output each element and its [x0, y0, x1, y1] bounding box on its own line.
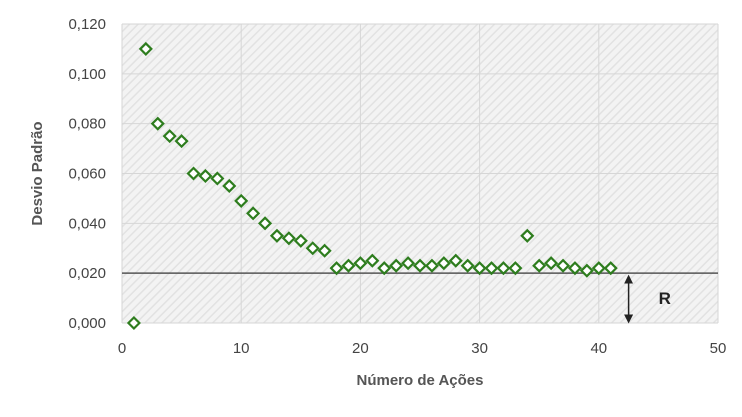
data-point — [412, 258, 428, 273]
annotation-label: R — [659, 289, 671, 308]
x-tick-label: 10 — [233, 340, 250, 357]
data-point — [508, 261, 523, 276]
data-point — [377, 261, 392, 276]
data-point — [579, 263, 594, 278]
data-point — [329, 261, 344, 276]
data-point — [424, 258, 439, 273]
data-point — [269, 228, 285, 243]
data-point — [305, 241, 320, 256]
x-tick-label: 0 — [118, 340, 126, 357]
data-point — [353, 256, 368, 271]
data-point — [257, 216, 273, 231]
data-point — [448, 253, 463, 268]
data-point — [567, 261, 583, 276]
data-point — [162, 129, 177, 144]
x-tick-label: 40 — [590, 340, 607, 357]
data-point — [174, 134, 189, 149]
data-point — [472, 261, 487, 276]
data-point — [234, 193, 249, 208]
y-tick-label: 0,000 — [68, 315, 106, 332]
y-tick-labels: 0,000 0,020 0,040 0,060 0,080 0,100 0,120 — [68, 16, 106, 332]
data-point — [603, 261, 618, 276]
data-point — [591, 261, 606, 276]
data-point — [532, 258, 547, 273]
data-point — [401, 256, 416, 271]
data-point — [186, 166, 201, 181]
x-axis-title: Número de Ações — [357, 372, 484, 389]
x-tick-labels: 0 10 20 30 40 50 — [118, 340, 727, 357]
y-tick-label: 0,020 — [68, 265, 106, 282]
data-point — [555, 258, 571, 273]
data-point — [126, 315, 141, 331]
data-point — [150, 116, 165, 131]
data-point — [341, 258, 356, 273]
data-point — [246, 206, 261, 221]
data-point — [293, 233, 308, 248]
data-point — [460, 258, 475, 273]
data-point — [210, 171, 225, 186]
x-tick-label: 50 — [710, 340, 727, 357]
data-point — [138, 41, 153, 56]
y-tick-label: 0,060 — [68, 166, 106, 183]
data-point — [222, 178, 237, 194]
data-point — [544, 256, 559, 271]
y-axis-title: Desvio Padrão — [29, 121, 46, 225]
data-point — [389, 258, 404, 273]
data-points — [126, 41, 618, 331]
data-point — [198, 168, 213, 184]
data-point — [496, 261, 511, 276]
data-point — [317, 243, 332, 258]
data-point — [520, 228, 535, 243]
y-tick-label: 0,040 — [68, 215, 106, 232]
x-tick-label: 30 — [471, 340, 488, 357]
x-tick-label: 20 — [352, 340, 369, 357]
data-point — [281, 231, 296, 246]
data-point — [436, 256, 451, 271]
y-tick-label: 0,120 — [68, 16, 106, 33]
y-tick-label: 0,080 — [68, 116, 106, 133]
data-point — [484, 261, 499, 276]
data-point — [365, 253, 380, 268]
annotation-r: R — [624, 274, 671, 324]
y-tick-label: 0,100 — [68, 66, 106, 83]
